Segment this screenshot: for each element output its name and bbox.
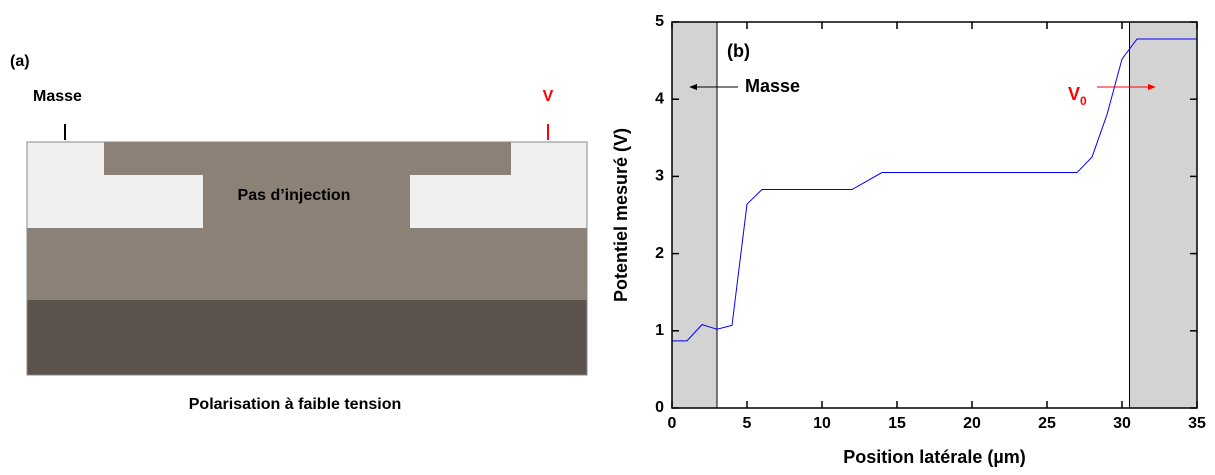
left-contact-region — [27, 142, 203, 228]
x-tick-label: 30 — [1113, 415, 1131, 432]
panel-b: 0 5 10 15 20 25 30 35 0 1 2 3 4 5 Position latérale (µ… — [611, 13, 1206, 467]
device-outline — [26, 141, 588, 376]
plot-frame — [671, 21, 1198, 409]
x-tick-label: 25 — [1038, 415, 1056, 432]
x-tick-label: 5 — [743, 415, 752, 432]
shaded-region — [1129, 22, 1197, 408]
panel-label: (b) — [727, 41, 750, 61]
left-contact-label: Masse — [33, 88, 82, 105]
center-label: Pas d’injection — [238, 187, 351, 204]
substrate-layer — [27, 300, 587, 375]
annotation-subscript: 0 — [1080, 94, 1087, 108]
y-tick-label: 5 — [655, 13, 664, 30]
annotation: V0 — [1068, 84, 1087, 108]
y-tick-label: 3 — [655, 168, 664, 185]
right-contact-region — [410, 142, 587, 228]
x-tick-label: 20 — [963, 415, 981, 432]
x-tick-label: 0 — [668, 415, 677, 432]
x-tick-label: 15 — [888, 415, 906, 432]
x-tick-label: 10 — [813, 415, 831, 432]
panel-a: (a) Masse V Pas d’injection Polarisation… — [10, 53, 588, 413]
y-tick-label: 1 — [655, 322, 664, 339]
annotation-main: V — [1068, 84, 1080, 104]
panel-label: (a) — [10, 53, 30, 70]
right-contact-label: V — [543, 88, 554, 105]
x-axis-title: Position latérale (µm) — [843, 447, 1025, 467]
x-tick-label: 35 — [1188, 415, 1206, 432]
caption: Polarisation à faible tension — [189, 396, 402, 413]
shaded-region — [672, 22, 717, 408]
y-axis-title: Potentiel mesuré (V) — [611, 128, 631, 302]
y-tick-label: 0 — [655, 399, 664, 416]
y-tick-label: 4 — [655, 90, 664, 107]
annotation: Masse — [745, 76, 800, 96]
y-tick-label: 2 — [655, 245, 664, 262]
